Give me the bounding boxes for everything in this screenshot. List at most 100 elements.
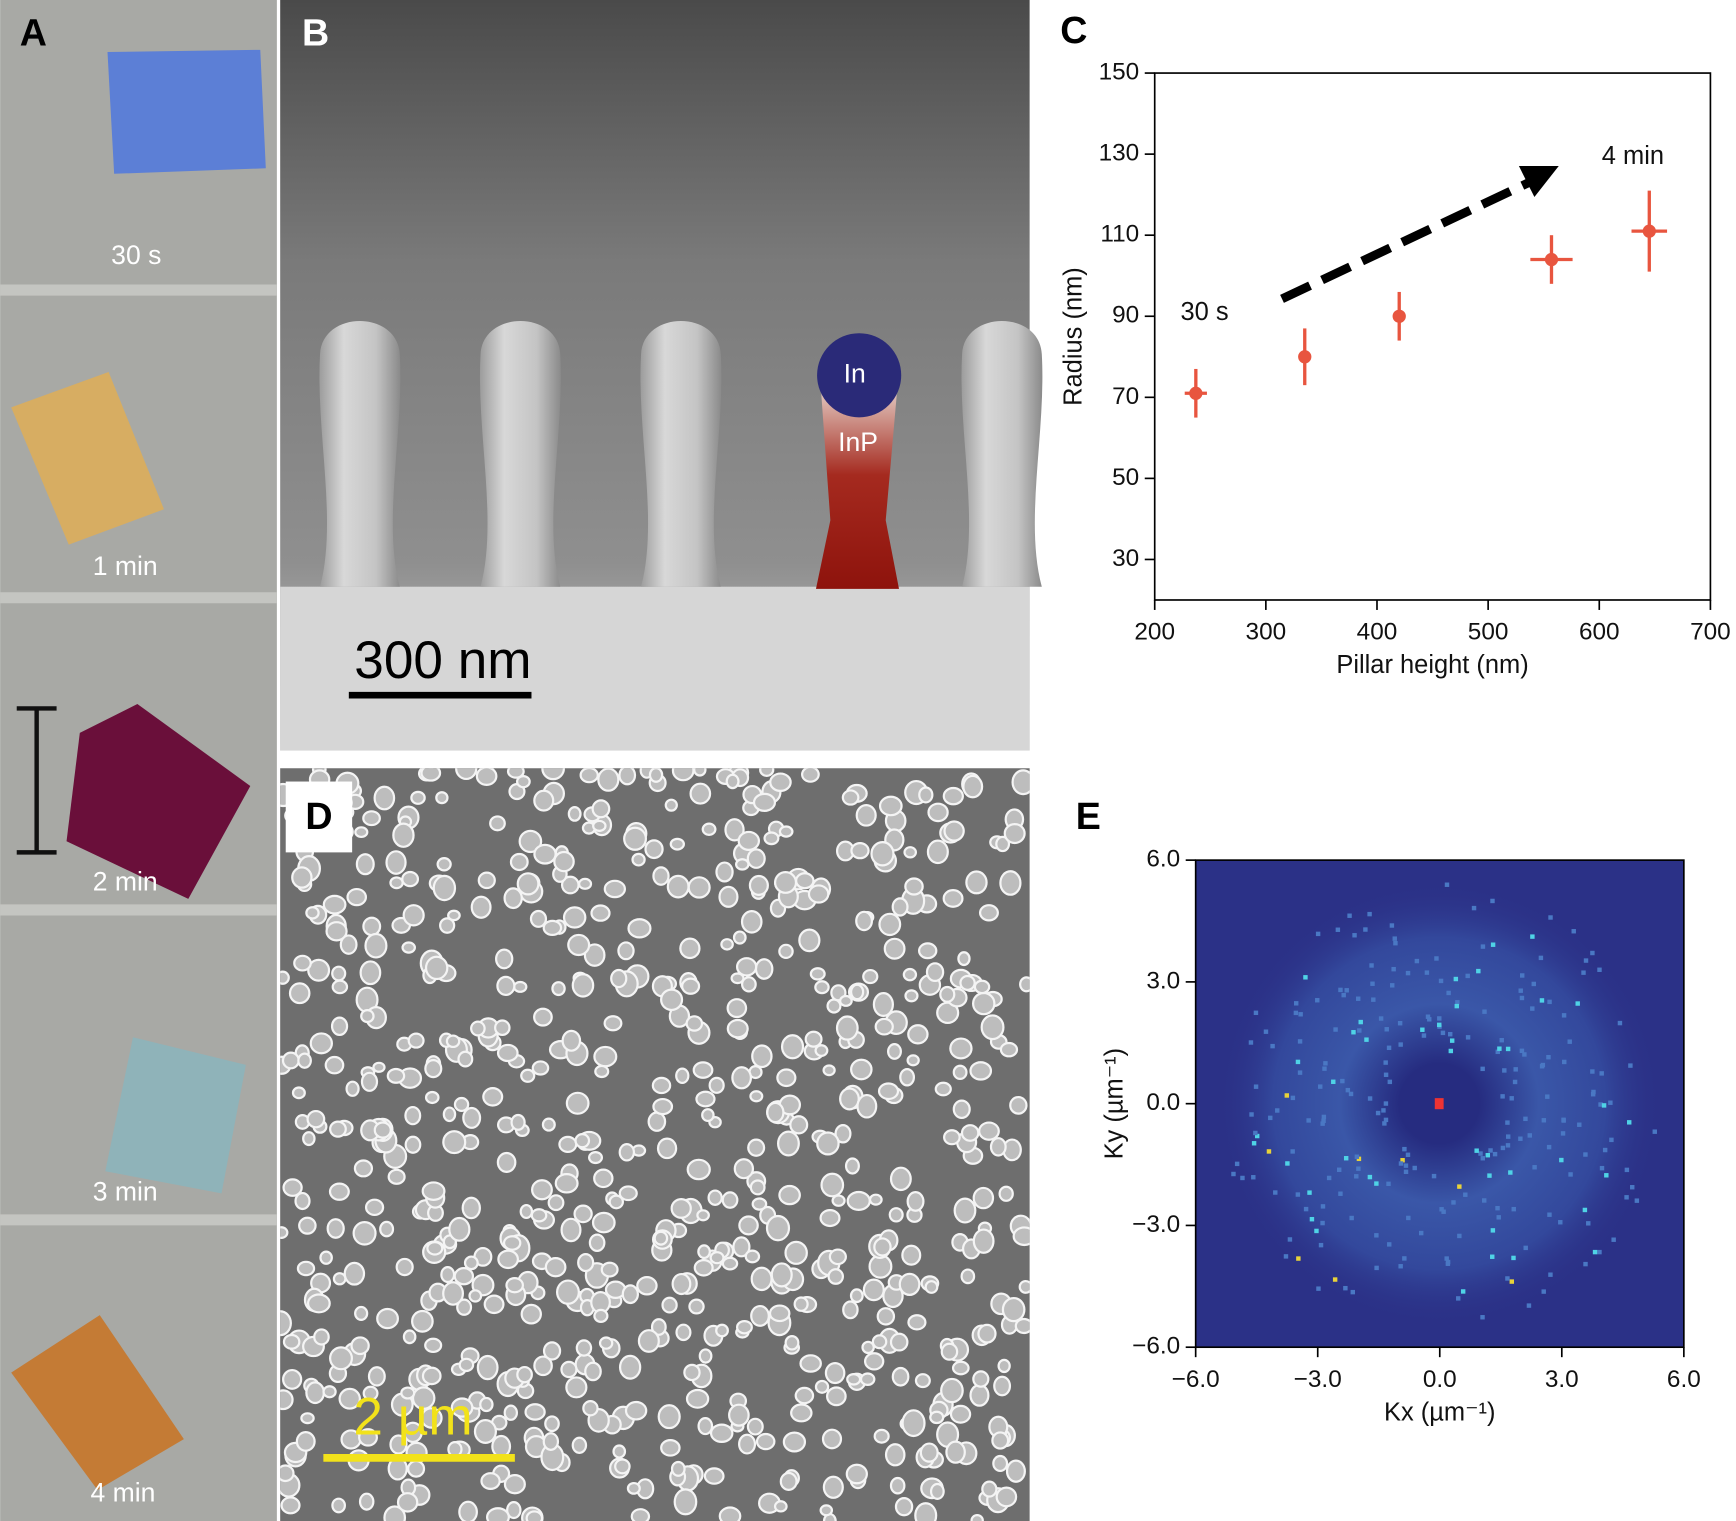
- y-tick-label: −6.0: [1132, 1333, 1180, 1360]
- charts: 200 300 400 500 600 700 30 50 70 90 110 130 150 Pilla…: [1060, 9, 1731, 1426]
- sample-chip: [11, 371, 164, 545]
- speck: [1363, 927, 1368, 932]
- nanoparticle: [831, 1194, 846, 1207]
- nanoparticle: [506, 1501, 522, 1520]
- speck: [1318, 1242, 1324, 1248]
- nanoparticle: [842, 1300, 859, 1320]
- nanoparticle: [574, 1133, 591, 1149]
- nanoparticle: [494, 1019, 511, 1037]
- nanoparticle: [952, 1099, 971, 1120]
- speck: [1338, 1191, 1343, 1196]
- nanoparticle: [360, 1009, 375, 1024]
- speck: [1293, 1010, 1299, 1016]
- nanoparticle: [721, 1191, 739, 1209]
- speck: [1251, 1175, 1256, 1180]
- nanoparticle: [329, 1346, 353, 1371]
- nanoparticle: [834, 1124, 852, 1144]
- nanoparticle: [945, 1440, 966, 1464]
- nanoparticle: [364, 932, 388, 959]
- nanoparticle: [768, 1304, 791, 1323]
- nanoparticle: [894, 1497, 914, 1517]
- nanoparticle: [980, 1014, 1005, 1041]
- nanoparticle: [784, 1240, 808, 1265]
- nanoparticle: [960, 1124, 980, 1142]
- nanoparticle: [773, 871, 798, 894]
- annotation: In: [844, 358, 866, 388]
- nanoparticle: [520, 1068, 536, 1083]
- nanoparticle: [343, 1261, 366, 1286]
- speck: [1240, 1175, 1245, 1181]
- scale-bar-label: 300 nm: [354, 631, 531, 690]
- nanoparticle: [942, 786, 964, 806]
- nanoparticle: [776, 1130, 800, 1157]
- nanoparticle: [778, 943, 794, 960]
- speck: [1492, 1151, 1498, 1157]
- nanoparticle: [300, 1412, 315, 1425]
- data-point: [1544, 252, 1559, 267]
- nanoparticle: [790, 1403, 813, 1423]
- speck: [1356, 996, 1361, 1001]
- nanoparticle: [940, 1342, 959, 1361]
- nanoparticle: [509, 852, 529, 872]
- nanoparticle: [656, 1137, 678, 1160]
- speck: [1400, 1158, 1405, 1163]
- nanoparticle: [850, 983, 865, 1001]
- nanoparticle: [306, 1109, 326, 1129]
- speck: [1427, 1017, 1432, 1022]
- speck: [1309, 1216, 1315, 1222]
- nanoparticle: [603, 879, 627, 899]
- nanoparticle: [721, 1256, 739, 1271]
- speck: [1577, 1122, 1582, 1127]
- nanoparticle: [280, 1464, 295, 1483]
- nanoparticle: [519, 1203, 534, 1220]
- speck: [1624, 1167, 1630, 1173]
- nanoparticle: [280, 1226, 289, 1239]
- nanoparticle: [750, 1304, 770, 1327]
- nanoparticle: [738, 1433, 757, 1455]
- nanoparticle: [891, 1366, 910, 1387]
- nanoparticle: [868, 1193, 883, 1206]
- speck: [1347, 913, 1352, 918]
- speck: [1397, 1021, 1403, 1026]
- speck: [1505, 1120, 1510, 1125]
- nanoparticle: [623, 826, 648, 851]
- nanoparticle: [582, 1400, 599, 1417]
- nanoparticle: [995, 1486, 1018, 1508]
- nanoparticle: [379, 1220, 395, 1238]
- speck: [1522, 1052, 1527, 1057]
- nanoparticle: [698, 1348, 713, 1364]
- nanoparticle: [402, 904, 425, 927]
- nanoparticle: [496, 1151, 517, 1173]
- speck: [1456, 1296, 1461, 1301]
- panel-a: A 30 s 1 min 2 min 3 min 4 min: [0, 0, 277, 1521]
- speck: [1496, 1215, 1501, 1220]
- nanoparticle: [297, 1052, 312, 1069]
- nanoparticle: [972, 991, 996, 1016]
- nanoparticle: [496, 1043, 519, 1063]
- nanoparticle: [748, 874, 769, 896]
- nanoparticle: [709, 1251, 725, 1265]
- nanoparticle: [780, 1034, 805, 1060]
- pillar: [319, 321, 401, 587]
- nanoparticle: [373, 785, 396, 811]
- nanoparticle: [608, 1194, 624, 1210]
- nanoparticle: [395, 1257, 414, 1277]
- nanoparticle: [503, 1404, 519, 1421]
- nanoparticle: [943, 1129, 961, 1146]
- nanoparticle: [360, 1071, 379, 1092]
- nanoparticle: [345, 1080, 360, 1097]
- nanoparticle: [338, 1387, 361, 1410]
- nanoparticle: [647, 1111, 667, 1132]
- speck: [1539, 1064, 1545, 1069]
- nanoparticle: [898, 1272, 921, 1297]
- nanoparticle: [778, 825, 794, 838]
- speck: [1586, 1221, 1591, 1226]
- nanoparticle: [919, 1442, 939, 1463]
- nanoparticle: [457, 1050, 474, 1068]
- nanoparticle: [630, 1508, 651, 1521]
- nanoparticle: [924, 1280, 939, 1294]
- nanoparticle: [970, 1514, 984, 1521]
- speck: [1354, 1154, 1360, 1159]
- speck: [1331, 1079, 1336, 1084]
